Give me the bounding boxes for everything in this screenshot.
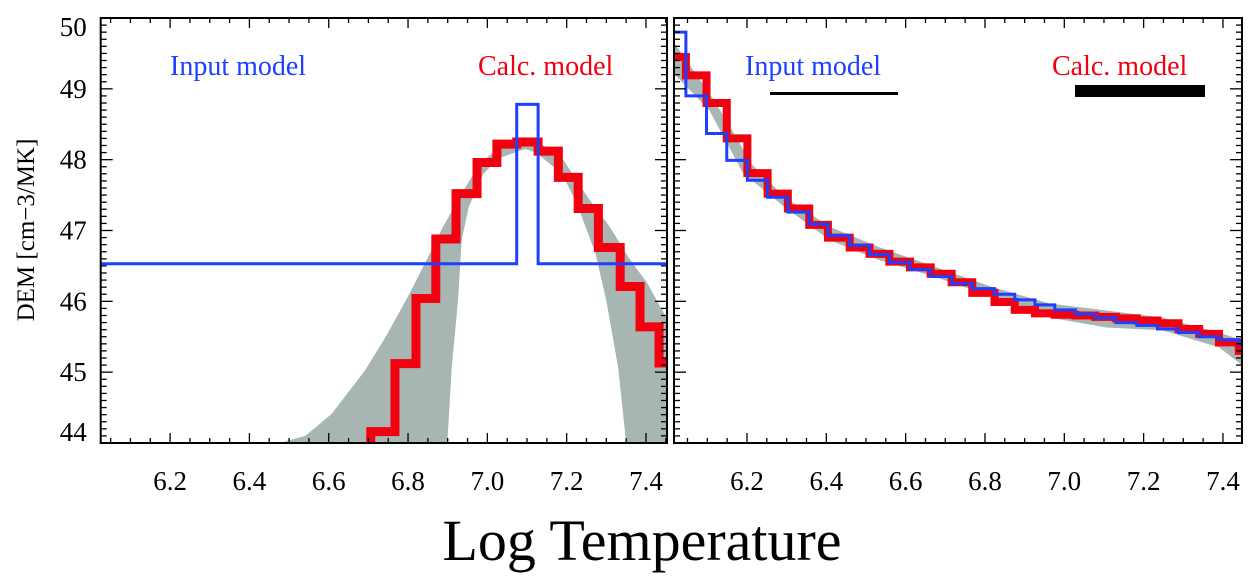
x-tick-label: 6.8 [968,466,1002,496]
legend-calc-underline [1075,85,1205,97]
left-panel [99,17,668,444]
uncertainty-band [283,137,667,443]
y-axis-label: DEM [cm−3/MK] [13,139,40,322]
legend-input-model: Input model [745,51,881,82]
x-tick-label: 6.4 [233,466,267,496]
input-model-line [100,102,667,266]
y-tick-label: 49 [60,74,87,104]
x-tick-label: 7.2 [550,466,584,496]
plot-area [674,30,1242,365]
x-tick-label: 7.2 [1127,466,1161,496]
x-tick-label: 7.4 [629,466,663,496]
x-tick-label: 6.2 [153,466,187,496]
calc-model-line [674,52,1242,355]
legend-calc-model: Calc. model [1052,51,1188,82]
right-legend: Input model Calc. model [745,51,1205,97]
x-tick-label: 6.8 [391,466,425,496]
y-tick-label: 44 [60,417,88,447]
plot-area [100,102,667,443]
y-tick-label: 50 [60,12,87,42]
x-tick-label: 6.4 [809,466,843,496]
y-tick-label: 45 [60,357,87,387]
legend-input-underline [770,92,898,95]
y-tick-labels: 50 49 48 47 46 45 44 [60,12,88,447]
input-model-line [674,30,1242,346]
left-legend: Input model Calc. model [170,51,614,82]
x-tick-label: 6.6 [312,466,346,496]
x-axis-label: Log Temperature [442,508,841,573]
x-tick-labels: 6.2 6.4 6.6 6.8 7.0 7.2 7.4 6.2 6.4 6.6 6.8 7.0 7.2 7… [153,466,1240,496]
x-tick-label: 6.2 [730,466,764,496]
right-panel [673,17,1243,444]
legend-input-model: Input model [170,51,306,82]
x-tick-label: 7.0 [470,466,504,496]
legend-calc-model: Calc. model [478,51,614,82]
x-tick-label: 7.0 [1047,466,1081,496]
y-tick-label: 47 [60,216,87,246]
y-tick-label: 46 [60,286,87,316]
x-tick-label: 7.4 [1206,466,1240,496]
x-tick-label: 6.6 [889,466,923,496]
y-tick-label: 48 [60,145,87,175]
